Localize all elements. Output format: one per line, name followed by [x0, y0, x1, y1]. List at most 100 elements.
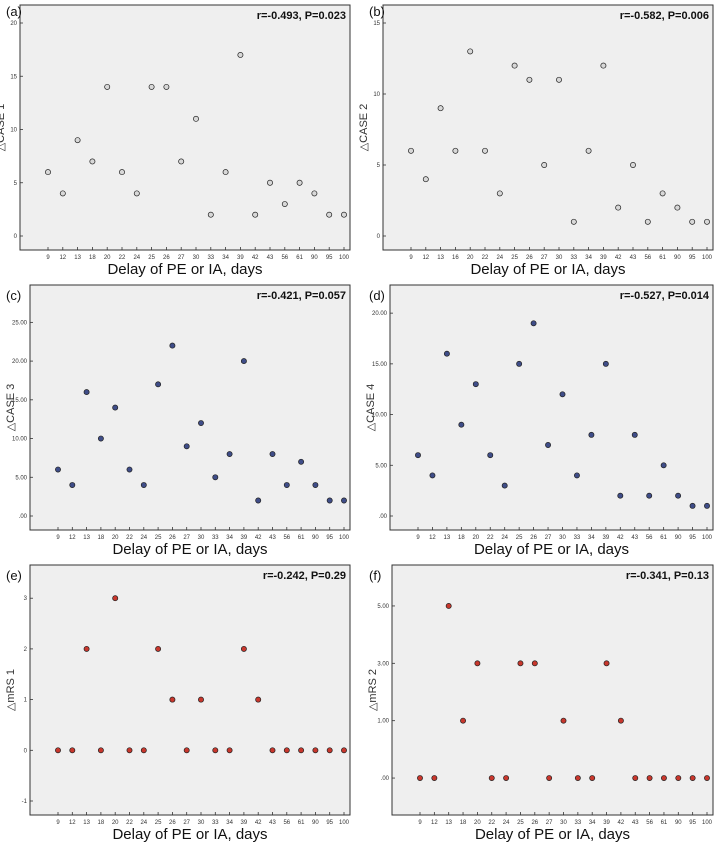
data-point — [675, 492, 682, 499]
data-point — [326, 747, 333, 754]
x-tick-label: 13 — [83, 535, 90, 541]
data-point — [545, 442, 552, 448]
data-point — [207, 211, 214, 218]
data-point — [646, 492, 653, 499]
data-point — [661, 775, 667, 782]
data-point — [546, 775, 553, 782]
x-tick-label: 34 — [226, 535, 233, 541]
y-axis-label: △CASE 4 — [365, 384, 377, 432]
x-tick-label: 25 — [516, 535, 523, 541]
x-tick-label: 33 — [212, 820, 219, 826]
x-tick-label: 13 — [74, 255, 81, 261]
x-tick-label: 39 — [241, 820, 248, 826]
x-tick-label: 16 — [452, 255, 459, 261]
data-point — [675, 775, 682, 782]
x-tick-label: 18 — [98, 535, 105, 541]
x-tick-label: 30 — [556, 255, 563, 261]
data-point — [556, 76, 562, 83]
x-tick-label: 90 — [311, 255, 318, 261]
x-tick-label: 20 — [467, 255, 474, 261]
data-point — [600, 62, 607, 69]
x-tick-label: 100 — [339, 820, 350, 826]
x-tick-label: 24 — [133, 255, 140, 261]
data-point — [511, 62, 518, 69]
data-point — [112, 595, 119, 602]
x-tick-label: 33 — [575, 820, 582, 826]
x-tick-label: 90 — [674, 255, 681, 261]
data-point — [97, 747, 104, 754]
correlation-annotation: r=-0.582, P=0.006 — [620, 10, 709, 22]
correlation-annotation: r=-0.493, P=0.023 — [257, 10, 346, 22]
y-tick-label: 5.00 — [375, 463, 387, 469]
x-tick-label: 18 — [458, 535, 465, 541]
x-tick-label: 95 — [326, 255, 333, 261]
data-point — [55, 747, 61, 754]
data-point — [222, 169, 229, 176]
y-tick-label: 10.00 — [372, 413, 388, 419]
correlation-annotation: r=-0.527, P=0.014 — [620, 290, 710, 302]
data-point — [237, 52, 244, 58]
x-tick-label: 90 — [312, 820, 319, 826]
data-point — [312, 747, 319, 754]
data-point — [467, 48, 474, 55]
x-tick-label: 22 — [482, 255, 489, 261]
data-point — [326, 497, 333, 504]
data-point — [226, 451, 233, 457]
x-tick-label: 22 — [126, 820, 133, 826]
x-axis-label: Delay of PE or IA, days — [107, 261, 262, 278]
x-tick-label: 24 — [501, 535, 508, 541]
y-tick-label: 25.00 — [12, 320, 28, 326]
x-tick-label: 39 — [600, 255, 607, 261]
data-point — [501, 482, 508, 489]
plot-area — [382, 4, 714, 251]
data-point — [603, 660, 610, 667]
x-tick-label: 56 — [283, 535, 290, 541]
data-point — [674, 204, 681, 211]
y-tick-label: 3.00 — [377, 661, 389, 667]
data-point — [689, 502, 696, 509]
x-tick-label: 27 — [183, 535, 190, 541]
x-tick-label: 12 — [429, 535, 436, 541]
data-point — [283, 482, 290, 488]
panel-f: (f) r=-0.341, P=0.13 .00 1.00 3.00 5.00 9 12 13 1… — [367, 564, 714, 843]
x-tick-label: 25 — [517, 820, 524, 826]
x-tick-label: 9 — [416, 535, 420, 541]
x-tick-label: 30 — [559, 535, 566, 541]
plot-area — [391, 564, 714, 816]
x-tick-label: 13 — [437, 255, 444, 261]
data-point — [255, 696, 262, 703]
data-point — [559, 391, 566, 398]
data-point — [530, 320, 537, 327]
x-tick-label: 43 — [269, 820, 276, 826]
data-point — [140, 747, 147, 754]
x-tick-label: 13 — [444, 535, 451, 541]
data-point — [133, 190, 140, 197]
data-point — [198, 420, 204, 427]
x-tick-label: 24 — [140, 535, 147, 541]
data-point — [45, 169, 51, 176]
data-point — [126, 466, 133, 473]
data-point — [226, 747, 233, 754]
x-tick-label: 56 — [646, 535, 653, 541]
y-axis-label: △CASE 1 — [0, 104, 7, 152]
x-tick-label: 18 — [460, 820, 467, 826]
x-tick-label: 22 — [487, 535, 494, 541]
panel-label: (f) — [369, 568, 381, 583]
x-tick-label: 56 — [281, 255, 288, 261]
x-tick-label: 12 — [431, 820, 438, 826]
x-tick-label: 30 — [198, 820, 205, 826]
data-point — [689, 218, 696, 225]
x-tick-label: 9 — [56, 820, 60, 826]
data-point — [704, 218, 710, 225]
x-tick-label: 25 — [155, 820, 162, 826]
panel-label: (c) — [6, 288, 21, 303]
data-point — [83, 389, 90, 396]
data-point — [452, 147, 459, 154]
x-tick-label: 43 — [631, 535, 638, 541]
data-point — [630, 162, 636, 168]
plot-area — [29, 564, 351, 816]
x-tick-label: 22 — [126, 535, 133, 541]
data-point — [252, 211, 259, 218]
x-tick-label: 34 — [589, 820, 596, 826]
